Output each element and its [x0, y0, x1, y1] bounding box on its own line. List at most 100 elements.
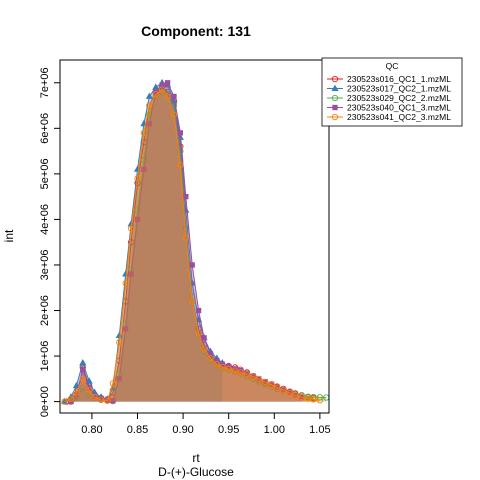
data-point	[116, 376, 122, 382]
data-point	[189, 262, 195, 268]
data-point	[80, 367, 86, 373]
y-tick-label: 7e+06	[39, 67, 51, 98]
data-point	[152, 91, 159, 98]
x-tick-label: 0.80	[81, 424, 102, 436]
data-point	[73, 389, 80, 396]
data-point	[255, 376, 262, 383]
y-axis-label: int	[2, 229, 16, 242]
data-point	[268, 381, 275, 388]
legend-label: 230523s017_QC2_1.mzML	[347, 84, 451, 94]
data-point	[170, 111, 178, 118]
data-point	[201, 335, 207, 341]
data-point	[183, 193, 189, 200]
data-point	[250, 373, 257, 380]
data-point	[134, 175, 141, 182]
x-tick-label: 0.95	[218, 424, 239, 436]
data-point	[225, 365, 232, 372]
data-point	[61, 398, 68, 405]
x-tick-label: 0.90	[172, 424, 193, 436]
data-point	[140, 129, 148, 137]
series-layer	[60, 78, 329, 405]
data-point	[273, 384, 281, 391]
data-point	[298, 393, 305, 401]
y-tick-label: 4e+06	[39, 204, 51, 235]
legend-item: 230523s041_QC2_3.mzML	[327, 112, 451, 122]
legend-box	[321, 57, 463, 127]
data-point	[134, 216, 141, 223]
data-point	[195, 307, 202, 314]
x-axis-label: rt	[192, 451, 200, 465]
x-tick-label: 1.05	[309, 424, 330, 436]
legend-label: 230523s040_QC1_3.mzML	[347, 103, 451, 113]
series-area	[64, 89, 320, 402]
data-point	[86, 391, 93, 398]
data-point	[140, 157, 148, 164]
data-point	[146, 102, 153, 109]
data-point	[332, 104, 338, 111]
legend-item: 230523s017_QC2_1.mzML	[327, 84, 451, 94]
data-point	[219, 363, 226, 371]
data-point	[310, 396, 317, 403]
data-point	[207, 355, 214, 362]
data-point	[91, 393, 98, 401]
x-axis-sublabel: D-(+)-Glucose	[158, 465, 234, 479]
data-point	[79, 384, 86, 392]
data-point	[110, 398, 116, 404]
legend-item: 230523s016_QC1_1.mzML	[327, 74, 451, 84]
y-tick-label: 3e+06	[39, 250, 51, 281]
x-tick-label: 1.00	[264, 424, 285, 436]
y-tick-label: 0e+00	[39, 386, 51, 417]
series-line	[64, 88, 320, 403]
data-point	[182, 234, 189, 241]
chart-title: Component: 131	[141, 23, 251, 39]
series-area	[64, 82, 223, 402]
data-point	[195, 330, 202, 337]
data-point	[262, 378, 269, 386]
data-point	[145, 92, 153, 99]
data-point	[158, 86, 166, 93]
x-tick-label: 0.85	[127, 424, 148, 436]
legend-label: 230523s041_QC2_3.mzML	[347, 112, 451, 122]
legend-title: QC	[386, 61, 399, 71]
data-point	[109, 380, 117, 387]
data-point	[146, 111, 153, 118]
y-axis: 0e+00 1e+06 2e+06 3e+06 4e+06 5e+06 6e+06 7e+06	[39, 67, 60, 417]
data-point	[67, 395, 75, 403]
data-point	[86, 387, 93, 394]
plot-area	[59, 59, 330, 414]
plot-frame	[59, 59, 330, 414]
data-point	[280, 387, 287, 394]
y-tick-label: 6e+06	[39, 113, 51, 144]
data-point	[128, 271, 134, 277]
data-point	[134, 207, 141, 214]
data-point	[123, 326, 129, 332]
data-point	[331, 84, 339, 91]
data-point	[177, 130, 184, 136]
data-point	[146, 121, 153, 127]
data-point	[79, 358, 87, 366]
data-point	[243, 371, 251, 378]
data-point	[85, 377, 93, 384]
data-point	[189, 298, 196, 305]
data-point	[97, 396, 105, 403]
data-point	[213, 361, 220, 368]
data-point	[200, 346, 208, 353]
data-point	[177, 147, 184, 155]
data-point	[122, 280, 129, 287]
data-point	[316, 397, 324, 404]
data-point	[115, 331, 123, 339]
y-tick-label: 2e+06	[39, 295, 51, 326]
series-5	[61, 86, 324, 405]
data-point	[127, 225, 135, 232]
data-point	[177, 161, 184, 168]
data-point	[331, 94, 339, 102]
data-point	[292, 392, 299, 399]
data-point	[331, 113, 339, 121]
data-point	[237, 369, 244, 376]
data-point	[214, 357, 220, 364]
data-point	[331, 75, 339, 83]
y-tick-label: 1e+06	[39, 341, 51, 372]
data-point	[104, 397, 111, 404]
data-point	[164, 80, 171, 86]
